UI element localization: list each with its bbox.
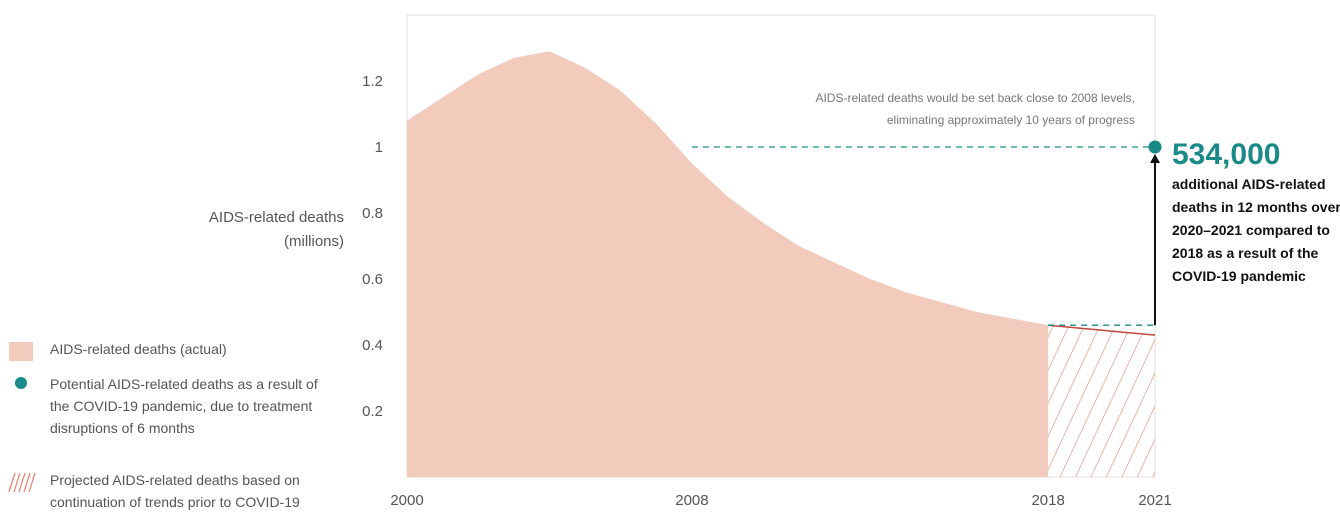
y-axis-ticks: 0.2 0.4 0.6 0.8 1 1.2: [362, 73, 383, 420]
potential-deaths-point: [1148, 140, 1162, 154]
projected-trend-line: [1048, 324, 1156, 336]
x-tick-label: 2018: [1031, 492, 1064, 509]
x-tick-label: 2008: [675, 492, 708, 509]
callout-text-line: COVID-19 pandemic: [1172, 268, 1306, 284]
legend-swatch-projected: [8, 472, 36, 493]
legend-swatch-actual: [9, 342, 33, 361]
legend-label-line: Projected AIDS-related deaths based on: [50, 472, 300, 488]
annotation: AIDS-related deaths would be set back cl…: [815, 91, 1135, 127]
callout: 534,000 additional AIDS-related deaths in …: [1172, 138, 1340, 284]
legend-label-line: disruptions of 6 months: [50, 420, 195, 436]
callout-text-line: 2020–2021 compared to: [1172, 222, 1330, 238]
projected-deaths-area: [1048, 325, 1155, 477]
legend-hatch-line: [18, 472, 26, 493]
callout-text-line: deaths in 12 months over: [1172, 199, 1340, 215]
y-tick-label: 0.8: [362, 205, 383, 222]
legend-swatch-potential: [15, 377, 27, 389]
legend-hatch-line: [13, 472, 21, 493]
y-tick-label: 0.2: [362, 403, 383, 420]
legend-label-line: continuation of trends prior to COVID-19: [50, 494, 300, 510]
y-tick-label: 1: [375, 139, 383, 156]
legend-label-line: the COVID-19 pandemic, due to treatment: [50, 398, 312, 414]
callout-text-line: additional AIDS-related: [1172, 176, 1326, 192]
increase-arrow-head: [1150, 154, 1160, 163]
y-tick-label: 1.2: [362, 73, 383, 90]
annotation-line: eliminating approximately 10 years of pr…: [887, 113, 1135, 127]
actual-deaths-area: [407, 51, 1049, 478]
legend-label-line: AIDS-related deaths (actual): [50, 341, 227, 357]
x-tick-label: 2021: [1138, 492, 1171, 509]
y-axis-label: AIDS-related deaths (millions): [209, 209, 344, 250]
plot-marks: [407, 51, 1162, 478]
annotation-line: AIDS-related deaths would be set back cl…: [815, 91, 1135, 105]
legend-hatch-line: [28, 472, 36, 493]
x-axis-ticks: 2000 2008 2018 2021: [390, 492, 1171, 509]
callout-value: 534,000: [1172, 138, 1280, 171]
callout-text-line: 2018 as a result of the: [1172, 245, 1319, 261]
x-tick-label: 2000: [390, 492, 423, 509]
y-tick-label: 0.4: [362, 337, 383, 354]
legend-hatch-line: [23, 472, 31, 493]
legend-hatch-line: [8, 472, 16, 493]
y-axis-label-line: AIDS-related deaths: [209, 209, 344, 226]
y-axis-label-line: (millions): [284, 233, 344, 250]
legend: AIDS-related deaths (actual) Potential AI…: [8, 341, 318, 510]
legend-label-line: Potential AIDS-related deaths as a resul…: [50, 376, 318, 392]
y-tick-label: 0.6: [362, 271, 383, 288]
